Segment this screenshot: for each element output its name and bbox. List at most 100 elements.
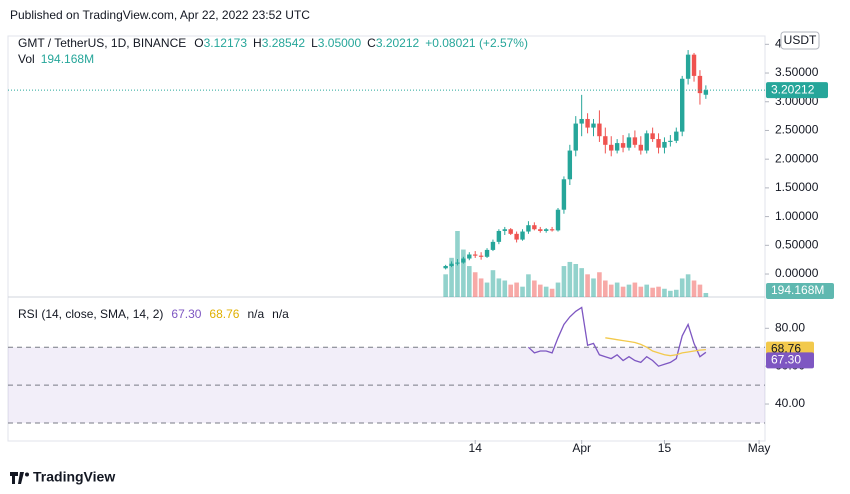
candle-body [697, 75, 703, 94]
legend: GMT / TetherUS, 1D, BINANCE O3.12173 H3.28… [18, 36, 528, 50]
volume-bar [632, 282, 638, 297]
vol-name: Vol [18, 52, 35, 66]
currency: USDT [784, 33, 817, 47]
y-tick-label: 1.00000 [775, 209, 819, 223]
last-price-box [766, 82, 828, 99]
volume-bar [543, 286, 549, 297]
marks [8, 50, 765, 424]
candle-body [703, 90, 709, 95]
volume-bar [585, 274, 590, 297]
rsi-sma-line [605, 337, 706, 357]
y-tick-label: 0.00000 [775, 266, 819, 280]
volume-bar [608, 284, 614, 297]
volume-bar [449, 257, 454, 297]
published: Published on TradingView.com, Apr 22, 20… [10, 8, 310, 22]
volume-bar [520, 286, 525, 297]
vol-box [766, 283, 834, 299]
rsi-y-tick-label: 40.00 [775, 396, 805, 410]
candle-body [490, 241, 496, 250]
volume-bar [673, 289, 679, 297]
currency-box [780, 31, 820, 50]
x-tick-label: 14 [469, 441, 483, 455]
rsi-value: 67.30 [171, 307, 201, 321]
rsi-box [766, 352, 814, 369]
volume-bar [526, 274, 531, 297]
candle-body [597, 123, 602, 137]
vol-label: 194.168M [771, 283, 824, 297]
volume-bar [638, 286, 644, 297]
volume-bar [496, 278, 502, 297]
candle-body [650, 133, 655, 140]
volume-bar [478, 278, 484, 297]
volume-bar [514, 282, 519, 297]
rsi-y-tick-label: 80.00 [775, 320, 805, 334]
candle-body [496, 230, 502, 242]
candle-body [502, 229, 507, 231]
plot-frame [7, 35, 766, 442]
candle-body [614, 143, 620, 151]
last-price-label: 3.20212 [771, 82, 815, 96]
candle-body [532, 225, 537, 230]
candle-body [538, 229, 543, 231]
candle-body [591, 123, 596, 128]
volume-bar [591, 278, 596, 297]
volume-bar [668, 290, 673, 297]
candle-body [514, 233, 519, 240]
candle-body [478, 255, 484, 257]
volume-bar [484, 282, 490, 297]
vol-value: 194.168M [41, 52, 94, 66]
y-tick-label: 0.50000 [775, 237, 819, 251]
volume-bar [685, 274, 691, 297]
change: +0.08021 (+2.57%) [425, 36, 528, 50]
l-label: L [311, 36, 318, 50]
rsi-title: RSI (14, close, SMA, 14, 2) [18, 307, 163, 321]
volume-bar [679, 278, 685, 297]
volume-bar [579, 268, 584, 297]
candle-body [638, 144, 644, 151]
volume-bar [561, 266, 567, 297]
volume-bar [597, 272, 602, 297]
candle-body [620, 143, 626, 148]
volume-bar [443, 274, 448, 297]
candle-body [443, 265, 448, 269]
volume-bar [461, 249, 466, 297]
o-label: O [194, 36, 203, 50]
c-value: 3.20212 [376, 36, 420, 50]
candle-body [685, 54, 691, 79]
candle-body [656, 139, 661, 148]
y-tick-label: 2.50000 [775, 123, 819, 137]
volume-bar [626, 284, 632, 297]
y-tick-label: 2.00000 [775, 151, 819, 165]
rsi-label: 67.30 [771, 353, 801, 367]
volume-bar [614, 282, 620, 297]
candle-body [585, 118, 590, 128]
na-2: n/a [272, 307, 289, 321]
h-label: H [253, 36, 262, 50]
volume-bar [532, 280, 537, 297]
volume-bar [662, 288, 667, 297]
volume-bar [549, 288, 555, 297]
candle-body [455, 262, 460, 264]
rsi-legend: RSI (14, close, SMA, 14, 2) 67.30 68.76 n/a… [18, 307, 289, 321]
volume-bar [502, 280, 508, 297]
rsi-line [527, 306, 707, 367]
volume-bar [466, 266, 472, 297]
candle-body [691, 54, 697, 76]
candle-body [449, 263, 454, 266]
volume-bar [555, 282, 561, 297]
volume-bar [703, 292, 709, 297]
logo [10, 472, 29, 484]
y-tick-label: 1.50000 [775, 180, 819, 194]
o-value: 3.12173 [204, 36, 248, 50]
candle-body [508, 229, 513, 234]
c-label: C [367, 36, 376, 50]
x-tick-label: Apr [572, 441, 591, 455]
na-1: n/a [247, 307, 264, 321]
candle-body [680, 78, 685, 132]
candle-body [473, 254, 478, 256]
candle-body [567, 150, 573, 180]
volume-bar [697, 284, 703, 297]
candle-body [668, 140, 673, 142]
candle-body [632, 137, 638, 145]
